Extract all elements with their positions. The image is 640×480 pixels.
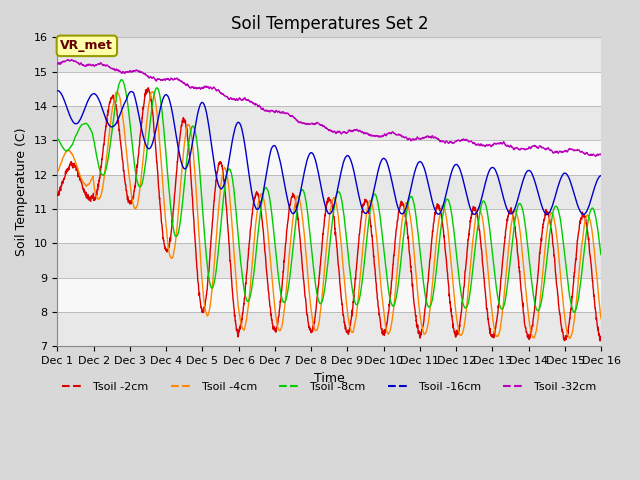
- Bar: [58, 278, 601, 312]
- Text: VR_met: VR_met: [60, 39, 113, 52]
- Bar: [58, 72, 601, 106]
- Bar: [58, 106, 601, 140]
- Y-axis label: Soil Temperature (C): Soil Temperature (C): [15, 128, 28, 256]
- X-axis label: Time: Time: [314, 372, 345, 384]
- Bar: [58, 312, 601, 347]
- Bar: [58, 209, 601, 243]
- Legend: Tsoil -2cm, Tsoil -4cm, Tsoil -8cm, Tsoil -16cm, Tsoil -32cm: Tsoil -2cm, Tsoil -4cm, Tsoil -8cm, Tsoi…: [58, 378, 601, 396]
- Bar: [58, 175, 601, 209]
- Bar: [58, 243, 601, 278]
- Bar: [58, 140, 601, 175]
- Bar: [58, 37, 601, 72]
- Title: Soil Temperatures Set 2: Soil Temperatures Set 2: [230, 15, 428, 33]
